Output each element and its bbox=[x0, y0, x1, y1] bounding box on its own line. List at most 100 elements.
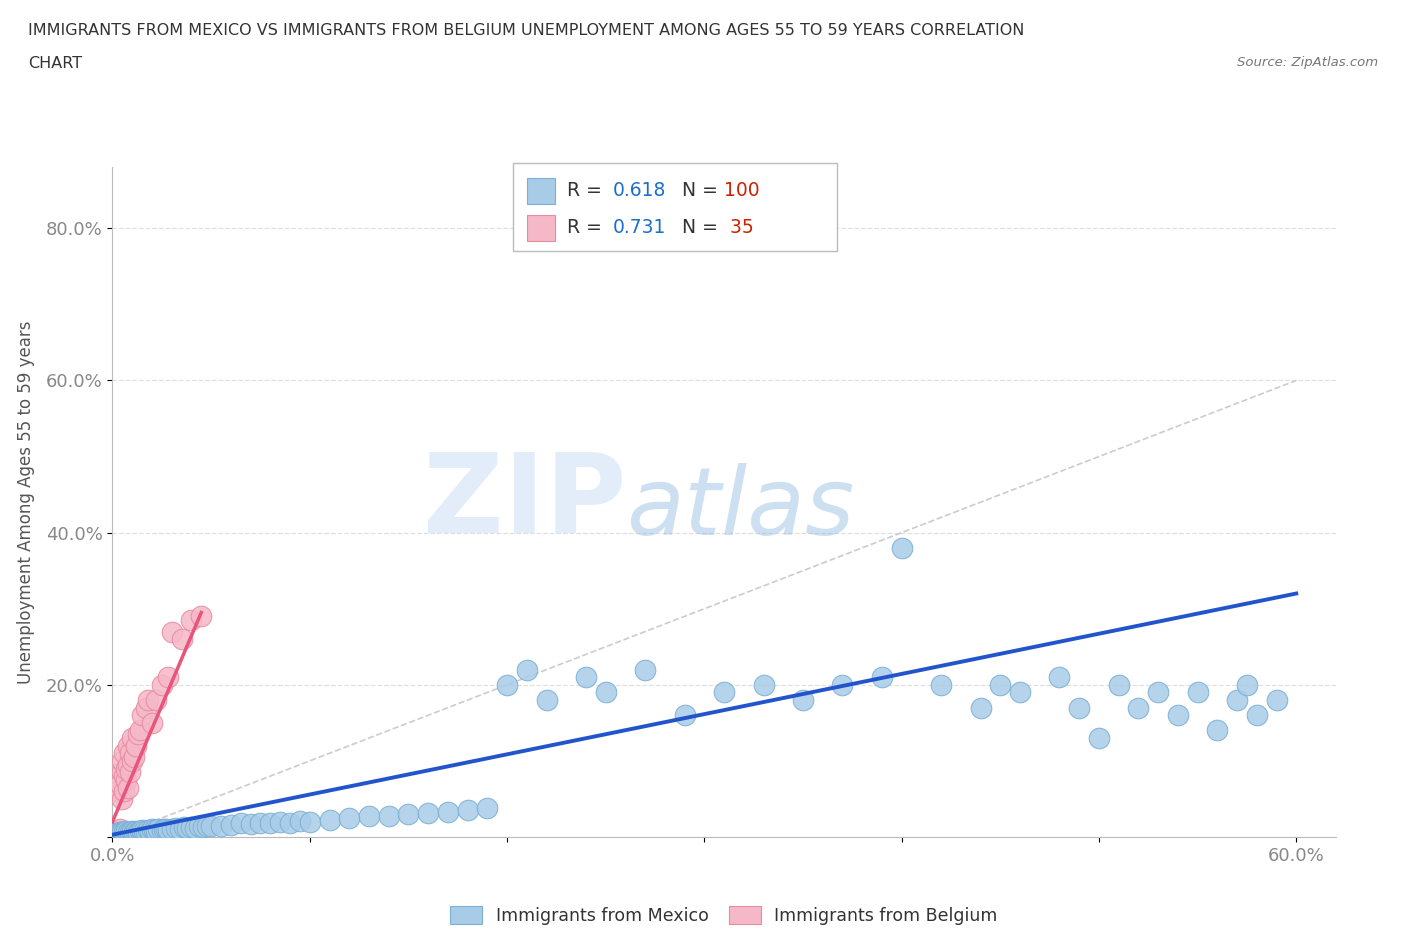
Point bbox=[122, 750, 145, 764]
Point bbox=[117, 780, 139, 795]
Point bbox=[357, 809, 380, 824]
Point bbox=[1108, 677, 1130, 692]
Point bbox=[713, 685, 735, 700]
Point bbox=[127, 727, 149, 742]
Point bbox=[150, 677, 173, 692]
Point bbox=[516, 662, 538, 677]
Point bbox=[111, 826, 134, 841]
Point bbox=[120, 746, 142, 761]
Point bbox=[136, 693, 159, 708]
Point bbox=[132, 823, 155, 838]
Point bbox=[156, 823, 179, 838]
Point bbox=[165, 820, 187, 835]
Point bbox=[969, 700, 991, 715]
Point bbox=[195, 818, 218, 833]
Point bbox=[110, 777, 132, 791]
Point bbox=[169, 821, 191, 836]
Point bbox=[269, 815, 291, 830]
Point bbox=[190, 609, 212, 624]
Point bbox=[288, 814, 311, 829]
Point bbox=[131, 708, 153, 723]
Point bbox=[200, 819, 222, 834]
Point bbox=[396, 806, 419, 821]
Point bbox=[139, 823, 162, 838]
Point bbox=[111, 825, 134, 840]
Point bbox=[1226, 693, 1249, 708]
Point bbox=[125, 823, 148, 838]
Text: IMMIGRANTS FROM MEXICO VS IMMIGRANTS FROM BELGIUM UNEMPLOYMENT AMONG AGES 55 TO : IMMIGRANTS FROM MEXICO VS IMMIGRANTS FRO… bbox=[28, 23, 1025, 38]
Point bbox=[160, 822, 183, 837]
Point bbox=[575, 670, 598, 684]
Point bbox=[125, 738, 148, 753]
Point bbox=[131, 824, 153, 839]
Point bbox=[121, 823, 143, 838]
Point bbox=[105, 826, 128, 841]
Point bbox=[337, 811, 360, 826]
Point bbox=[1246, 708, 1268, 723]
Point bbox=[1265, 693, 1288, 708]
Point bbox=[112, 784, 135, 799]
Point bbox=[1187, 685, 1209, 700]
Point bbox=[831, 677, 853, 692]
Text: 100: 100 bbox=[724, 181, 759, 200]
Point bbox=[111, 753, 134, 768]
Point bbox=[117, 757, 139, 772]
Point bbox=[278, 815, 301, 830]
Point bbox=[152, 821, 174, 836]
Point bbox=[135, 824, 157, 839]
Point bbox=[135, 700, 157, 715]
Point bbox=[752, 677, 775, 692]
Point bbox=[115, 761, 138, 776]
Text: N =: N = bbox=[682, 219, 724, 237]
Text: 0.618: 0.618 bbox=[613, 181, 666, 200]
Point bbox=[929, 677, 952, 692]
Point bbox=[170, 631, 193, 646]
Point bbox=[318, 813, 340, 828]
Text: atlas: atlas bbox=[626, 463, 855, 554]
Point bbox=[110, 826, 132, 841]
Point bbox=[121, 731, 143, 746]
Point bbox=[111, 824, 134, 839]
Point bbox=[112, 825, 135, 840]
Text: N =: N = bbox=[682, 181, 724, 200]
Point bbox=[180, 819, 202, 834]
Point bbox=[988, 677, 1011, 692]
Point bbox=[1236, 677, 1258, 692]
Point bbox=[112, 769, 135, 784]
Point bbox=[145, 823, 167, 838]
Point bbox=[160, 624, 183, 639]
Point bbox=[120, 764, 142, 779]
Point bbox=[112, 826, 135, 841]
Point bbox=[111, 764, 134, 779]
Point bbox=[176, 820, 198, 835]
Point bbox=[150, 823, 173, 838]
Point bbox=[115, 824, 138, 839]
Point bbox=[1147, 685, 1170, 700]
Point bbox=[122, 825, 145, 840]
Text: R =: R = bbox=[567, 219, 607, 237]
Text: ZIP: ZIP bbox=[423, 448, 626, 556]
Point bbox=[110, 825, 132, 840]
Point bbox=[188, 819, 211, 834]
Point bbox=[239, 817, 262, 831]
Text: R =: R = bbox=[567, 181, 607, 200]
Point bbox=[107, 827, 129, 842]
Point bbox=[377, 808, 399, 823]
Point bbox=[1206, 723, 1229, 737]
Point bbox=[112, 746, 135, 761]
Y-axis label: Unemployment Among Ages 55 to 59 years: Unemployment Among Ages 55 to 59 years bbox=[17, 321, 35, 684]
Point bbox=[792, 693, 814, 708]
Text: 35: 35 bbox=[724, 219, 754, 237]
Legend: Immigrants from Mexico, Immigrants from Belgium: Immigrants from Mexico, Immigrants from … bbox=[443, 899, 1005, 930]
Point bbox=[180, 613, 202, 628]
Point bbox=[107, 823, 129, 838]
Point bbox=[117, 738, 139, 753]
Point bbox=[437, 804, 460, 819]
Point bbox=[193, 819, 215, 834]
Point bbox=[477, 801, 499, 816]
Point bbox=[418, 805, 440, 820]
Point bbox=[156, 670, 179, 684]
Point bbox=[117, 826, 139, 841]
Point bbox=[115, 823, 138, 838]
Text: CHART: CHART bbox=[28, 56, 82, 71]
